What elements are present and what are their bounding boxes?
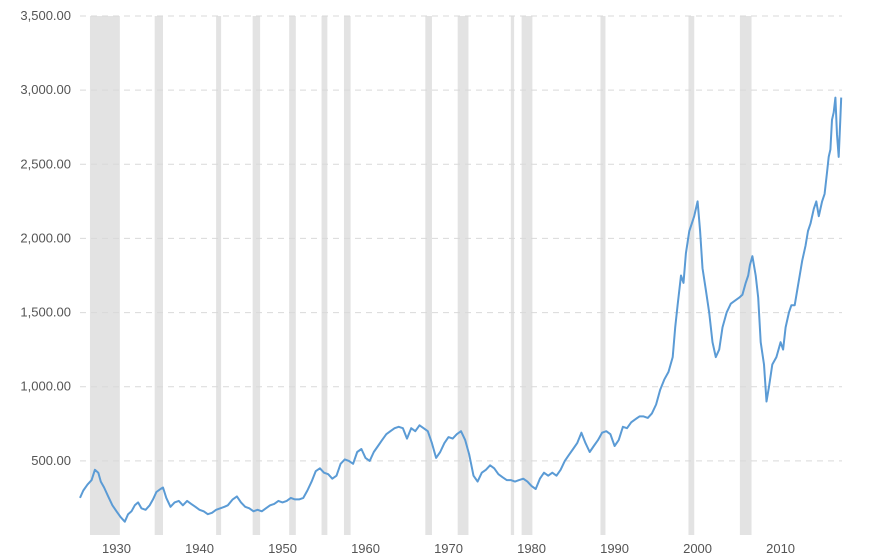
recession-band bbox=[252, 16, 261, 535]
recession-band bbox=[521, 16, 533, 535]
y-tick-label: 2,500.00 bbox=[20, 156, 71, 171]
recession-band bbox=[688, 16, 695, 535]
recession-band bbox=[89, 16, 120, 535]
recession-band bbox=[343, 16, 351, 535]
gridlines bbox=[80, 15, 842, 462]
y-tick-label: 1,500.00 bbox=[20, 305, 71, 320]
y-tick-label: 3,000.00 bbox=[20, 82, 71, 97]
x-tick-label: 1960 bbox=[351, 541, 380, 556]
x-tick-label: 2010 bbox=[766, 541, 795, 556]
x-tick-label: 1970 bbox=[434, 541, 463, 556]
x-tick-label: 1980 bbox=[517, 541, 546, 556]
y-tick-label: 3,500.00 bbox=[20, 8, 71, 23]
series-line-group bbox=[79, 96, 843, 523]
recession-band bbox=[739, 16, 752, 535]
recession-band bbox=[289, 16, 296, 535]
y-tick-label: 2,000.00 bbox=[20, 230, 71, 245]
y-axis-ticks: 500.00 1,000.00 1,500.00 2,000.00 2,500.00 3,… bbox=[20, 8, 71, 468]
recession-band bbox=[425, 16, 432, 535]
x-axis-ticks: 1930 1940 1950 1960 1970 1980 1990 2000 2010 bbox=[102, 541, 795, 556]
recession-bands bbox=[89, 16, 752, 535]
x-tick-label: 1990 bbox=[600, 541, 629, 556]
y-tick-label: 500.00 bbox=[31, 453, 71, 468]
x-tick-label: 1930 bbox=[102, 541, 131, 556]
y-tick-label: 1,000.00 bbox=[20, 379, 71, 394]
recession-band bbox=[600, 16, 606, 535]
recession-band bbox=[154, 16, 164, 535]
x-tick-label: 1950 bbox=[268, 541, 297, 556]
recession-band bbox=[216, 16, 222, 535]
recession-band bbox=[457, 16, 469, 535]
x-tick-label: 2000 bbox=[683, 541, 712, 556]
recession-band bbox=[321, 16, 328, 535]
x-tick-label: 1940 bbox=[185, 541, 214, 556]
series-line bbox=[79, 96, 843, 523]
recession-band bbox=[510, 16, 515, 535]
